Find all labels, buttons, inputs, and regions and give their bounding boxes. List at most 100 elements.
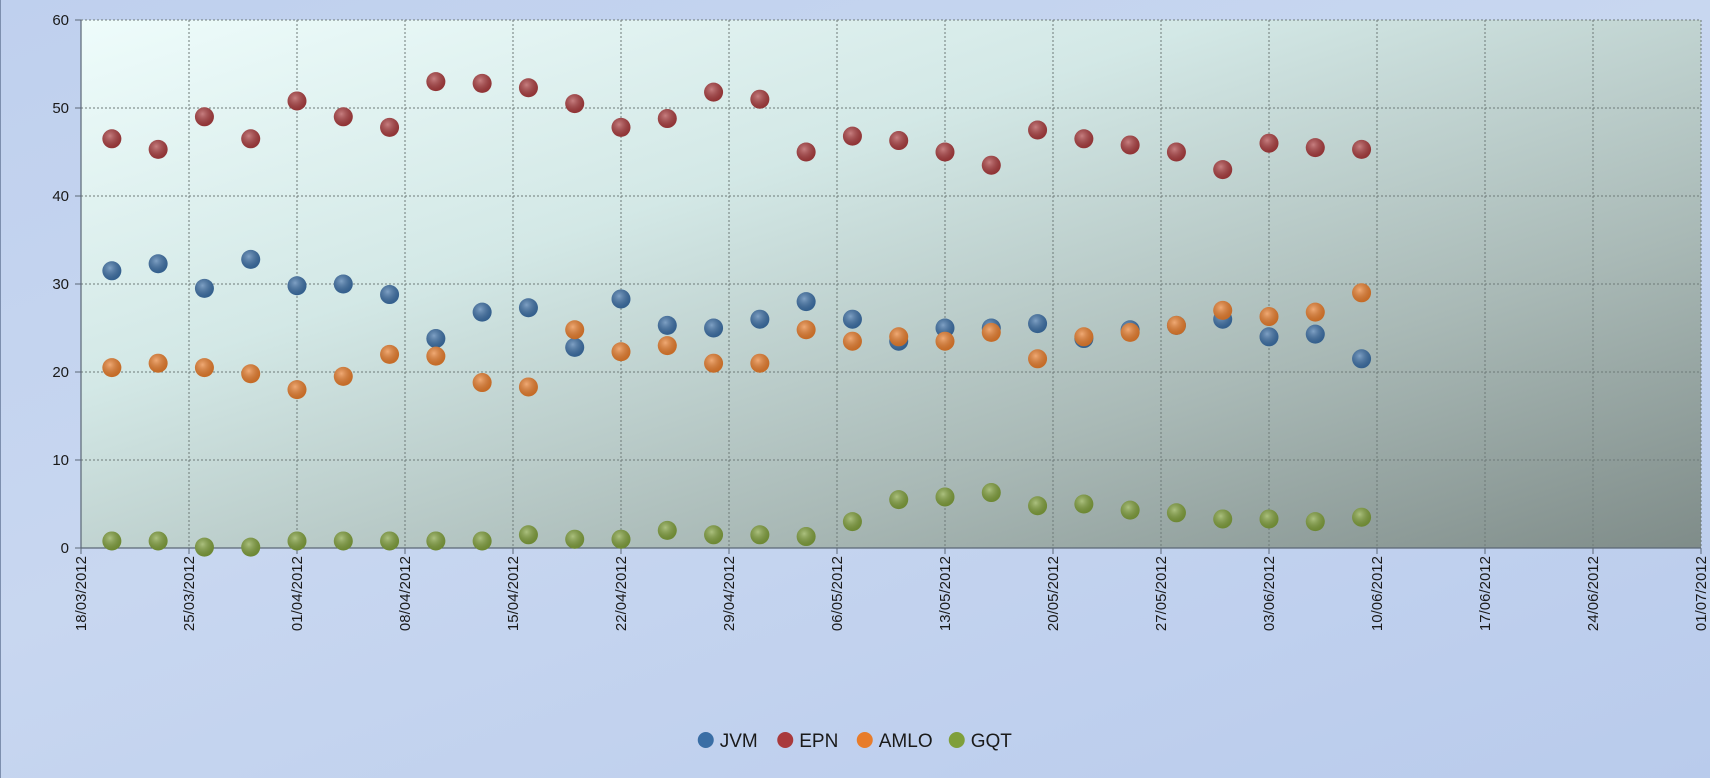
data-point-shade [518,78,538,98]
data-point-shade [148,139,168,159]
y-tick-label: 0 [61,540,69,557]
data-point-shade [611,289,631,309]
y-tick-label: 30 [52,276,69,293]
data-point-shade [657,520,677,540]
data-point-shade [842,309,862,329]
legend-item-epn: EPN [777,731,838,752]
data-point-shade [518,525,538,545]
data-point-shade [1213,509,1233,529]
data-point-shade [380,117,400,137]
data-point-shade [981,155,1001,175]
data-point-shade [611,117,631,137]
legend-marker [697,732,714,748]
data-point-shade [981,483,1001,503]
data-point-shade [1166,142,1186,162]
data-point-shade [704,353,724,373]
data-point-shade [426,531,446,551]
x-tick-label: 27/05/2012 [1153,556,1170,631]
data-point-shade [472,373,492,393]
data-point-shade [1213,160,1233,180]
y-tick-label: 10 [52,452,69,469]
data-point-shade [194,358,214,378]
legend: JVM EPN AMLO GQT [697,731,1012,752]
x-tick-label: 13/05/2012 [937,556,954,631]
data-point-shade [102,531,122,551]
data-point-shade [1120,500,1140,520]
data-point-shade [102,358,122,378]
data-point-shade [1305,138,1325,158]
legend-marker [777,732,794,748]
y-tick-label: 50 [52,100,69,117]
legend-item-amlo: AMLO [856,731,933,752]
data-point-shade [1305,512,1325,532]
data-point-shade [1213,300,1233,320]
data-point-shade [796,292,816,312]
data-point-shade [1120,135,1140,155]
data-point-shade [889,327,909,347]
legend-label: AMLO [879,731,933,752]
data-point-shade [148,353,168,373]
data-point-shade [935,142,955,162]
axes [75,19,1702,554]
data-point-shade [380,344,400,364]
data-point-shade [148,254,168,274]
data-point-shade [889,131,909,151]
legend-label: JVM [720,731,758,752]
legend-item-jvm: JVM [697,731,758,752]
data-point-shade [1352,507,1372,527]
data-point-shade [241,129,261,149]
legend-marker [948,732,965,748]
data-point-shade [1259,327,1279,347]
x-tick-label: 01/07/2012 [1693,556,1710,631]
data-point-shade [611,529,631,549]
series-amlo [102,283,1372,400]
data-point-shade [935,318,955,338]
data-point-shade [241,364,261,384]
data-point-shade [518,298,538,318]
data-point-shade [194,107,214,127]
data-point-shade [472,73,492,93]
data-point-shade [704,82,724,102]
data-point-shade [333,107,353,127]
x-tick-label: 20/05/2012 [1045,556,1062,631]
data-points [102,72,1372,557]
data-point-shade [750,89,770,109]
legend-label: EPN [799,731,838,752]
data-point-shade [102,129,122,149]
data-point-shade [1074,129,1094,149]
data-point-shade [148,531,168,551]
x-tick-label: 10/06/2012 [1369,556,1386,631]
x-tick-label: 15/04/2012 [505,556,522,631]
data-point-shade [1352,283,1372,303]
y-tick-label: 60 [52,12,69,29]
data-point-shade [1305,324,1325,344]
data-point-shade [1120,322,1140,342]
data-point-shade [750,309,770,329]
data-point-shade [1074,494,1094,514]
data-point-shade [380,531,400,551]
x-tick-label: 08/04/2012 [397,556,414,631]
x-tick-label: 17/06/2012 [1477,556,1494,631]
data-point-shade [889,490,909,510]
data-point-shade [565,94,585,114]
data-point-shade [102,261,122,281]
data-point-shade [1028,349,1048,369]
data-point-shade [518,377,538,397]
x-tick-label: 24/06/2012 [1585,556,1602,631]
data-point-shade [426,346,446,366]
legend-item-gqt: GQT [948,731,1012,752]
data-point-shade [426,72,446,92]
data-point-shade [1259,509,1279,529]
data-point-shade [472,302,492,322]
data-point-shade [796,142,816,162]
data-point-shade [194,537,214,557]
data-point-shade [935,487,955,507]
series-gqt [102,483,1372,557]
data-point-shade [657,315,677,335]
data-point-shade [333,366,353,386]
data-point-shade [1166,503,1186,523]
data-point-shade [1028,496,1048,516]
data-point-shade [611,342,631,362]
